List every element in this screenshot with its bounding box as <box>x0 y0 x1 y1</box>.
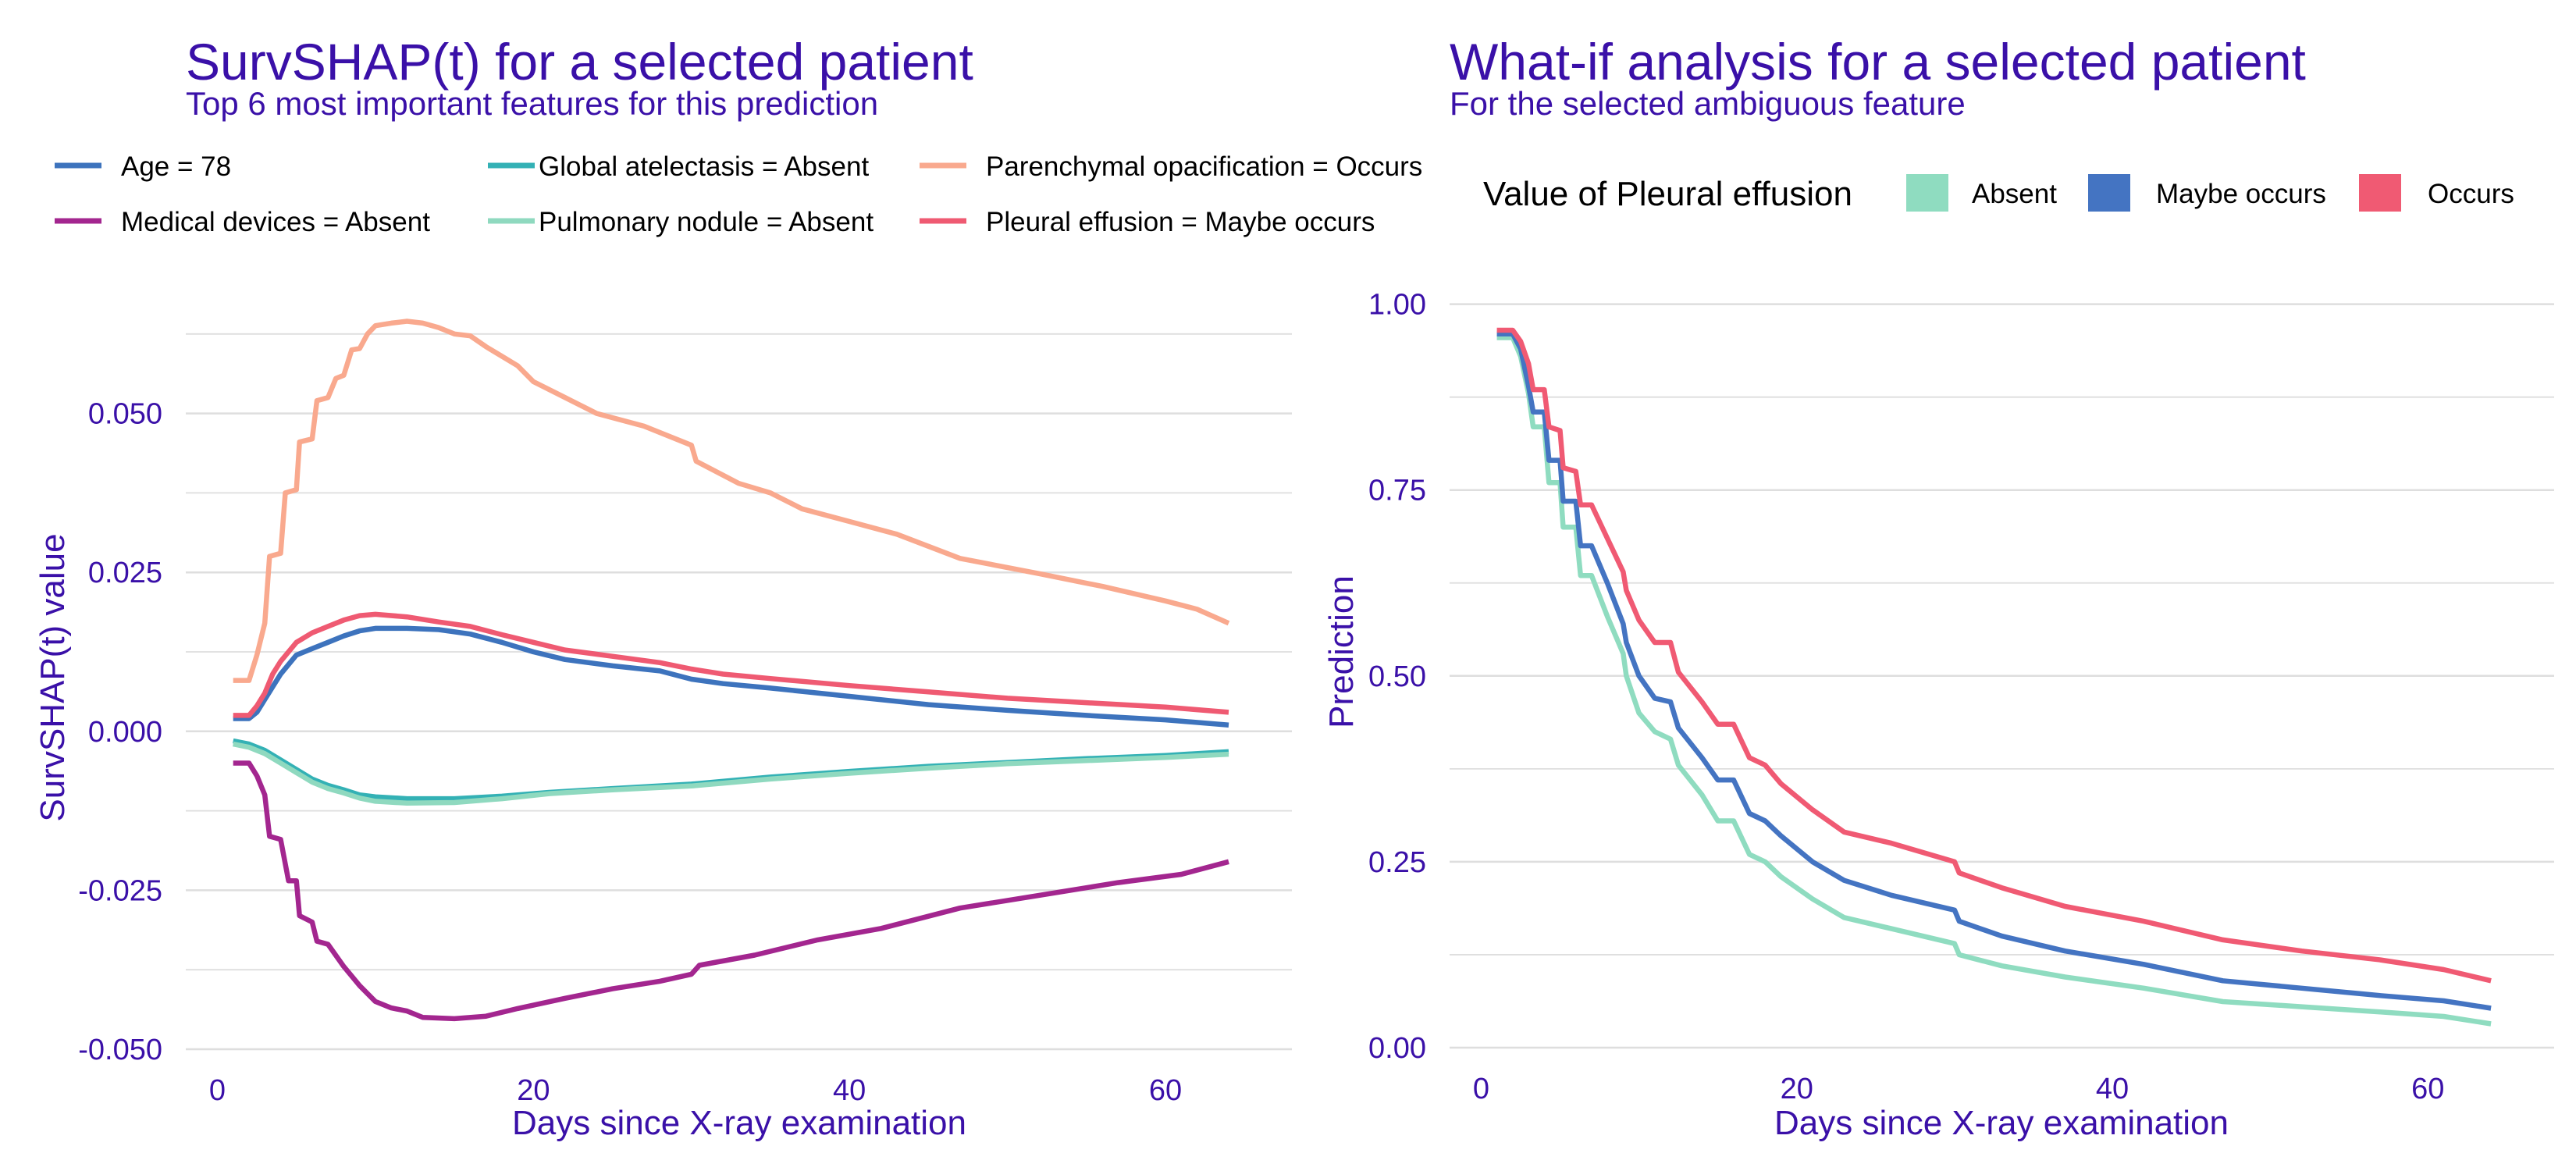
series-line-parenchymal-opacification-occurs <box>233 319 1230 683</box>
legend-label: Medical devices = Absent <box>121 207 430 237</box>
x-tick-label: 40 <box>833 1074 866 1107</box>
series-line-age-78 <box>233 625 1229 728</box>
survshap-panel: SurvSHAP(t) for a selected patient Top 6… <box>34 33 1422 1142</box>
survshap-x-axis-label: Days since X-ray examination <box>512 1104 966 1142</box>
legend-entry-medical-devices: Medical devices = Absent <box>55 207 430 237</box>
legend-title: Value of Pleural effusion <box>1483 175 1852 213</box>
x-tick-label: 60 <box>1149 1074 1182 1107</box>
legend-entry-age: Age = 78 <box>55 151 231 182</box>
survshap-x-ticks: 0 20 40 60 <box>209 1074 1182 1107</box>
series-line-pulmonary-nodule-absent <box>233 741 1229 806</box>
what-if-panel: What-if analysis for a selected patient … <box>1322 33 2554 1142</box>
what-if-legend: Value of Pleural effusion Absent Maybe o… <box>1483 174 2514 213</box>
y-tick-label: -0.050 <box>78 1034 162 1066</box>
y-tick-label: 0.050 <box>88 398 162 431</box>
y-tick-label: 0.50 <box>1368 660 1426 693</box>
legend-swatch <box>1906 174 1948 212</box>
legend-label: Absent <box>1972 179 2057 209</box>
series-line-absent <box>1496 335 2492 1027</box>
legend-entry-parenchymal-opacification: Parenchymal opacification = Occurs <box>920 151 1422 182</box>
what-if-y-ticks: 0.00 0.25 0.50 0.75 1.00 <box>1368 289 1426 1065</box>
legend-label: Pulmonary nodule = Absent <box>539 207 873 237</box>
x-tick-label: 20 <box>517 1074 550 1107</box>
series-line-medical-devices-absent <box>233 760 1229 1022</box>
legend-label: Age = 78 <box>121 151 231 182</box>
x-tick-label: 60 <box>2411 1073 2444 1105</box>
series-line-pleural-effusion-maybe-occurs <box>233 611 1229 718</box>
y-tick-label: 1.00 <box>1368 289 1426 322</box>
legend-label: Maybe occurs <box>2156 179 2326 209</box>
series-line-occurs <box>1496 327 2492 984</box>
x-tick-label: 0 <box>209 1074 226 1107</box>
what-if-subtitle: For the selected ambiguous feature <box>1450 85 1966 122</box>
series-line-global-atelectasis-absent <box>233 738 1229 802</box>
legend-label: Occurs <box>2428 179 2514 209</box>
legend-entry-occurs: Occurs <box>2359 174 2514 212</box>
legend-label: Parenchymal opacification = Occurs <box>986 151 1422 182</box>
survshap-legend: Age = 78 Medical devices = Absent Global… <box>55 151 1422 237</box>
legend-label: Pleural effusion = Maybe occurs <box>986 207 1375 237</box>
survshap-series <box>233 319 1230 1022</box>
legend-entry-global-atelectasis: Global atelectasis = Absent <box>488 151 869 182</box>
series-line-maybe-occurs <box>1496 331 2492 1011</box>
x-tick-label: 20 <box>1781 1073 1813 1105</box>
what-if-x-ticks: 0 20 40 60 <box>1473 1073 2445 1105</box>
y-tick-label: 0.025 <box>88 557 162 589</box>
y-tick-label: 0.000 <box>88 716 162 749</box>
survshap-subtitle: Top 6 most important features for this p… <box>186 85 878 122</box>
y-tick-label: -0.025 <box>78 874 162 907</box>
what-if-series <box>1496 327 2492 1027</box>
x-tick-label: 40 <box>2096 1073 2129 1105</box>
what-if-y-axis-label: Prediction <box>1322 575 1361 728</box>
y-tick-label: 0.25 <box>1368 846 1426 879</box>
legend-swatch <box>2088 174 2130 212</box>
legend-entry-absent: Absent <box>1906 174 2057 212</box>
survshap-y-axis-label: SurvSHAP(t) value <box>34 533 72 821</box>
what-if-x-axis-label: Days since X-ray examination <box>1774 1104 2229 1142</box>
legend-label: Global atelectasis = Absent <box>539 151 869 182</box>
survshap-title: SurvSHAP(t) for a selected patient <box>186 33 973 91</box>
y-tick-label: 0.00 <box>1368 1032 1426 1065</box>
what-if-gridlines <box>1450 303 2554 1049</box>
legend-entry-pleural-effusion: Pleural effusion = Maybe occurs <box>920 207 1375 237</box>
legend-entry-pulmonary-nodule: Pulmonary nodule = Absent <box>488 207 873 237</box>
survshap-gridlines <box>186 333 1292 1051</box>
y-tick-label: 0.75 <box>1368 475 1426 507</box>
x-tick-label: 0 <box>1473 1073 1489 1105</box>
legend-swatch <box>2359 174 2401 212</box>
survshap-y-ticks: -0.050 -0.025 0.000 0.025 0.050 <box>78 398 162 1066</box>
what-if-title: What-if analysis for a selected patient <box>1450 33 2306 91</box>
legend-entry-maybe-occurs: Maybe occurs <box>2088 174 2326 212</box>
